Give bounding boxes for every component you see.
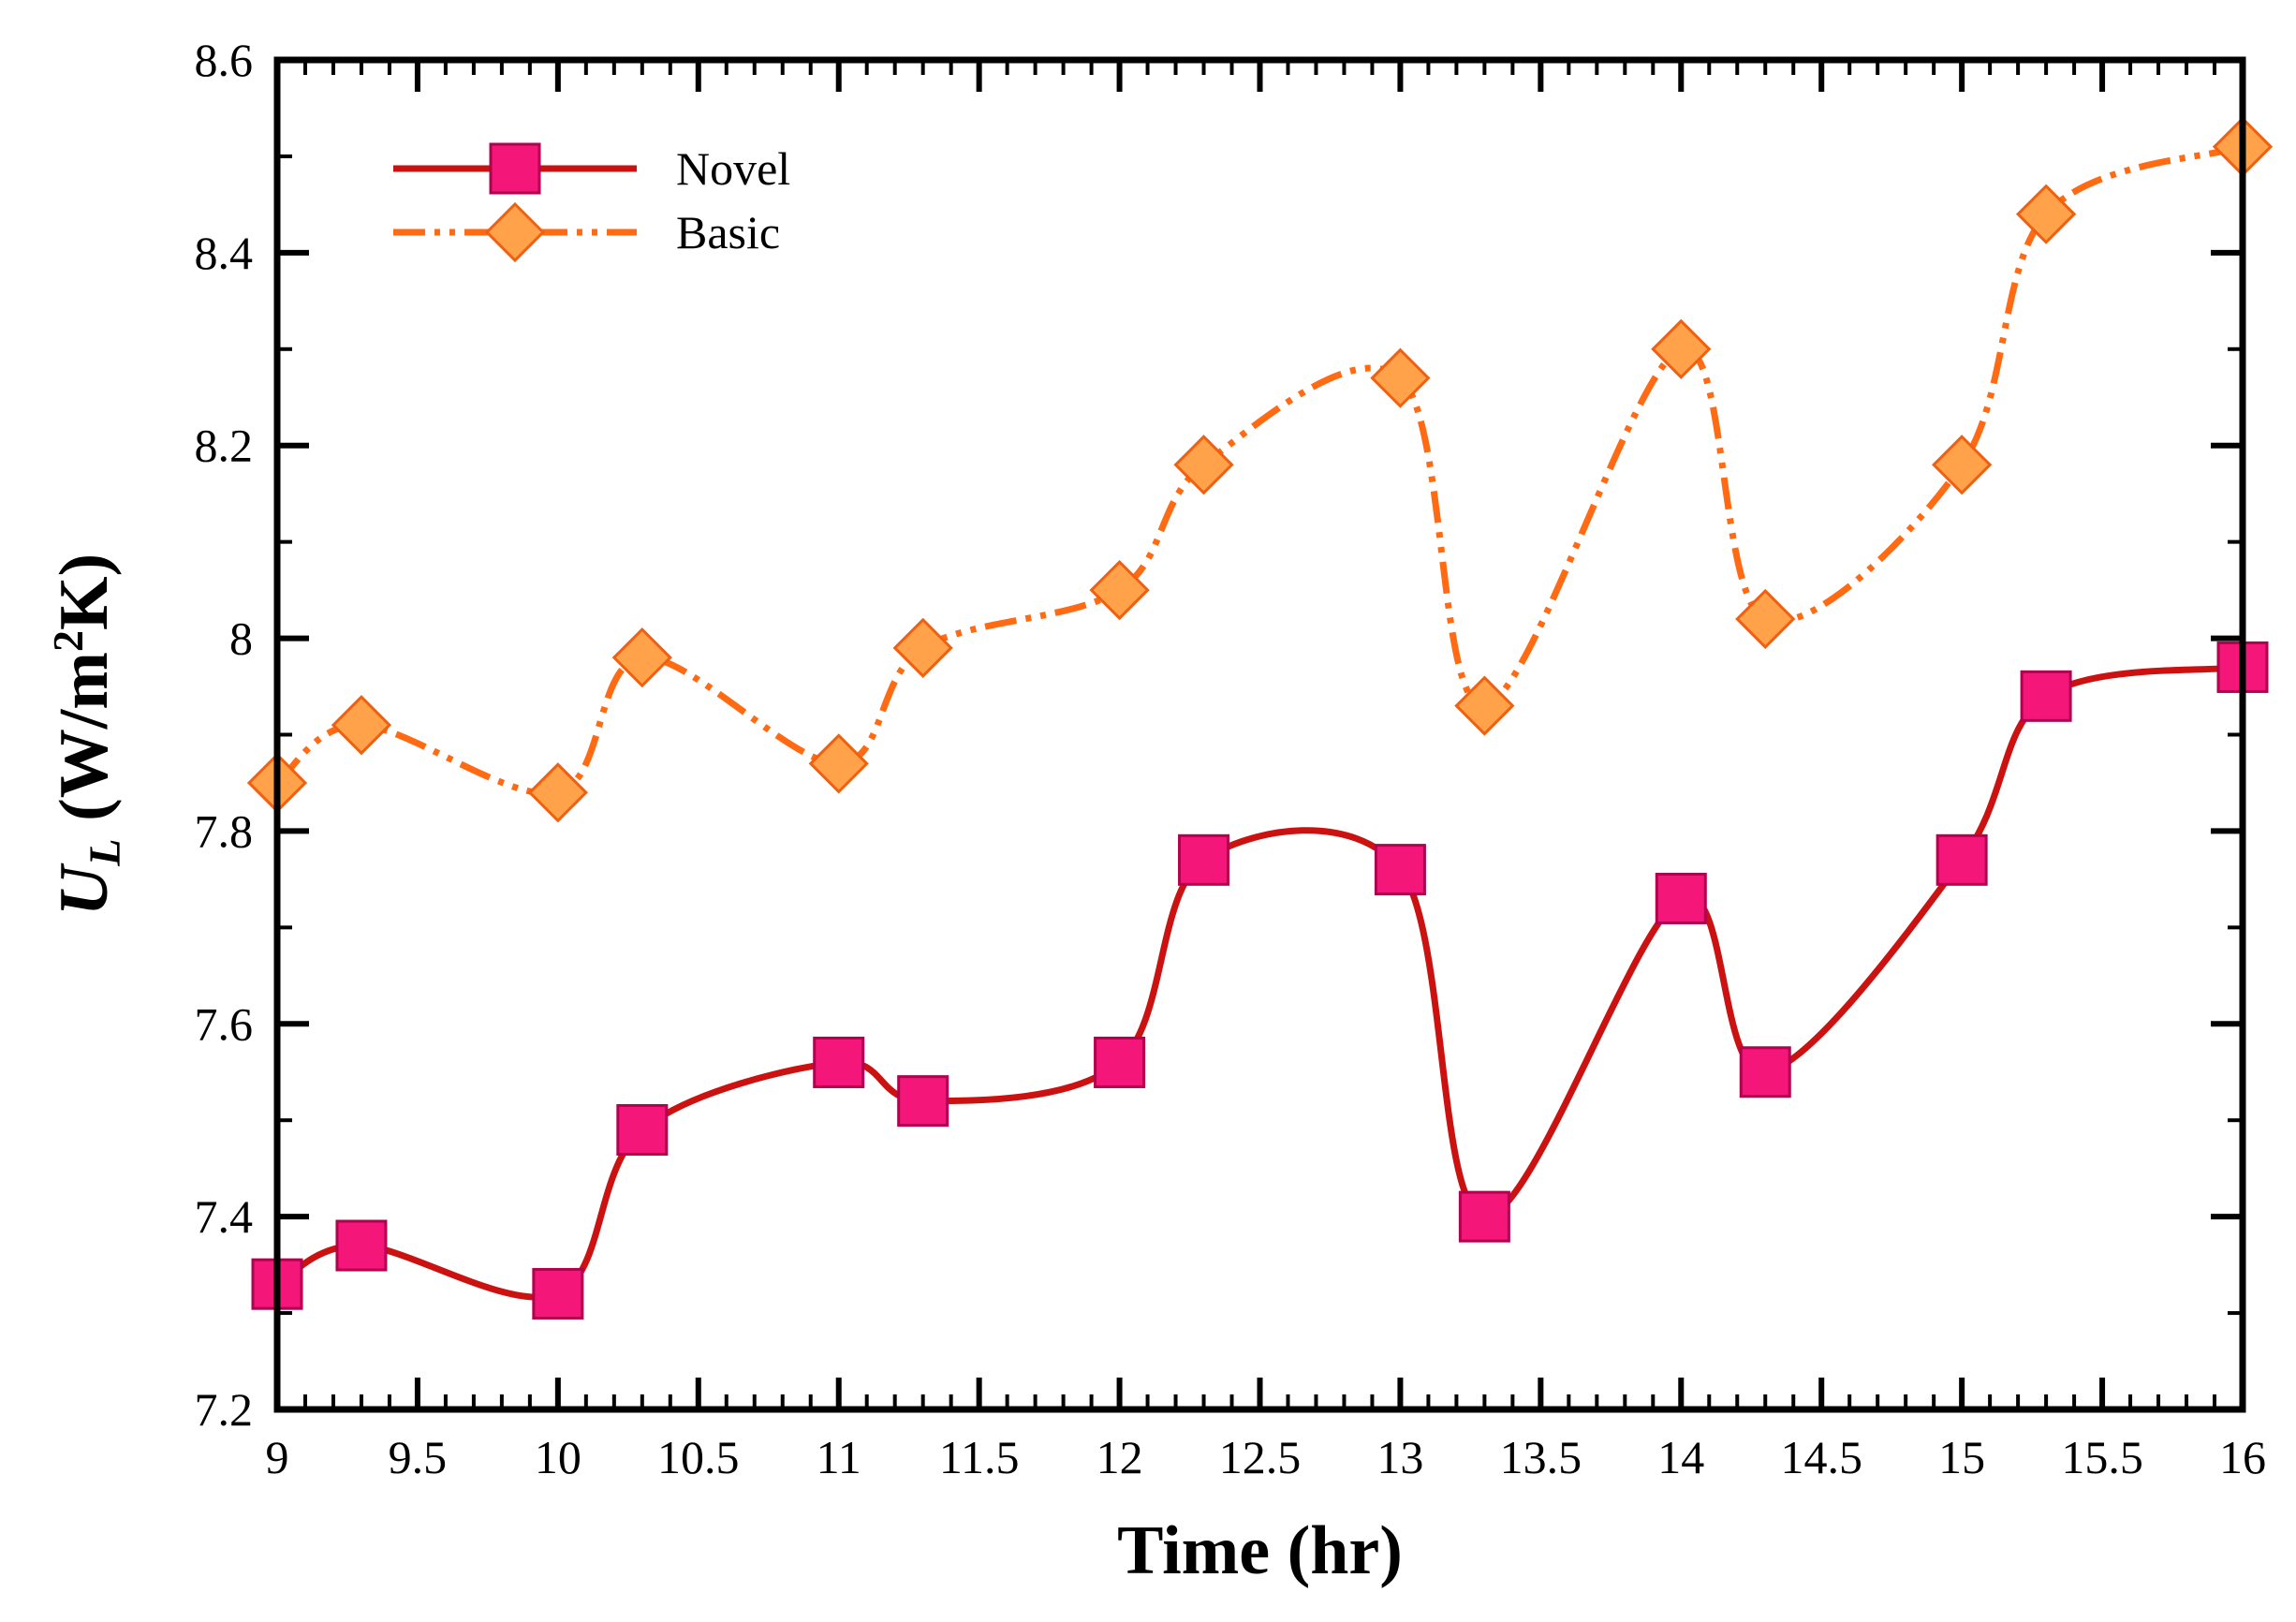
x-tick-label-12: 12: [1096, 1431, 1143, 1483]
y-tick-label-7-8: 7.8: [195, 804, 254, 857]
data-point-basic: [1651, 318, 1712, 379]
data-point-novel: [1655, 872, 1707, 924]
legend-marker-basic: [484, 201, 546, 263]
y-axis-title-symbol: U: [46, 863, 123, 916]
x-tick-label-10-5: 10.5: [657, 1431, 740, 1483]
x-tick-label-16: 16: [2219, 1431, 2266, 1483]
data-point-basic: [611, 627, 672, 688]
legend-label-basic: Basic: [676, 206, 780, 258]
x-tick-label-13-5: 13.5: [1500, 1431, 1582, 1483]
data-point-novel: [1739, 1046, 1791, 1099]
x-tick-label-12-5: 12.5: [1219, 1431, 1302, 1483]
x-tick-labels: 9 9.5 10 10.5 11 11.5 12 12.5 13 13.5 14 14.5 15 15.5…: [266, 1431, 2267, 1483]
y-tick-label-8-2: 8.2: [195, 420, 254, 472]
y-axis-title-units-post: K): [46, 553, 123, 630]
data-point-novel: [1458, 1190, 1510, 1243]
data-point-novel: [1374, 844, 1426, 896]
data-point-basic: [1454, 675, 1515, 736]
data-point-basic: [1173, 435, 1234, 495]
x-tick-label-14-5: 14.5: [1780, 1431, 1862, 1483]
y-axis-title-subscript: L: [81, 838, 130, 866]
x-tick-label-15: 15: [1938, 1431, 1985, 1483]
x-tick-label-13: 13: [1376, 1431, 1423, 1483]
y-axis-title-units-pre: (W/m: [46, 652, 123, 838]
data-point-basic: [527, 762, 588, 823]
data-point-basic: [1370, 347, 1431, 408]
data-point-novel: [1935, 833, 1988, 886]
x-tick-label-10: 10: [535, 1431, 581, 1483]
y-tick-label-7-6: 7.6: [195, 997, 254, 1050]
x-axis-title: Time (hr): [1117, 1512, 1403, 1589]
plot-frame: [273, 56, 2246, 1413]
legend: Novel Basic: [393, 142, 790, 263]
data-point-novel: [1094, 1036, 1146, 1088]
y-tick-label-7-4: 7.4: [195, 1190, 254, 1243]
y-tick-labels: 7.2 7.4 7.6 7.8 8 8.2 8.4 8.6: [195, 34, 254, 1436]
data-point-basic: [331, 695, 392, 756]
y-axis-title-units-sup: 2: [44, 630, 92, 652]
data-point-novel: [1178, 833, 1230, 886]
legend-marker-novel: [489, 142, 541, 195]
legend-label-novel: Novel: [676, 142, 790, 195]
series-line-basic: [274, 143, 2244, 797]
data-point-novel: [616, 1104, 669, 1157]
data-point-basic: [892, 617, 953, 678]
data-point-basic: [1089, 559, 1150, 621]
data-point-basic: [808, 733, 869, 794]
x-tick-label-11-5: 11.5: [939, 1431, 1020, 1483]
data-point-novel: [897, 1075, 949, 1128]
y-tick-label-8-4: 8.4: [195, 227, 254, 279]
data-point-novel: [2020, 670, 2072, 722]
x-tick-label-9-5: 9.5: [389, 1431, 448, 1483]
y-axis-title: UL (W/m2K): [44, 553, 130, 916]
data-point-novel: [335, 1219, 388, 1272]
x-tick-label-14: 14: [1657, 1431, 1704, 1483]
x-tick-label-9: 9: [266, 1431, 289, 1483]
y-tick-label-8: 8: [229, 612, 253, 665]
data-point-basic: [2015, 184, 2077, 244]
series-line-novel: [273, 663, 2246, 1301]
data-point-novel: [532, 1267, 584, 1320]
series-layer: [246, 116, 2274, 1320]
data-point-basic: [1735, 588, 1796, 650]
data-point-basic: [1932, 435, 1993, 495]
y-tick-label-8-6: 8.6: [195, 34, 254, 86]
y-tick-label-7-2: 7.2: [195, 1383, 254, 1436]
data-point-novel: [813, 1036, 865, 1088]
x-tick-label-11: 11: [817, 1431, 861, 1483]
x-tick-label-15-5: 15.5: [2061, 1431, 2143, 1483]
